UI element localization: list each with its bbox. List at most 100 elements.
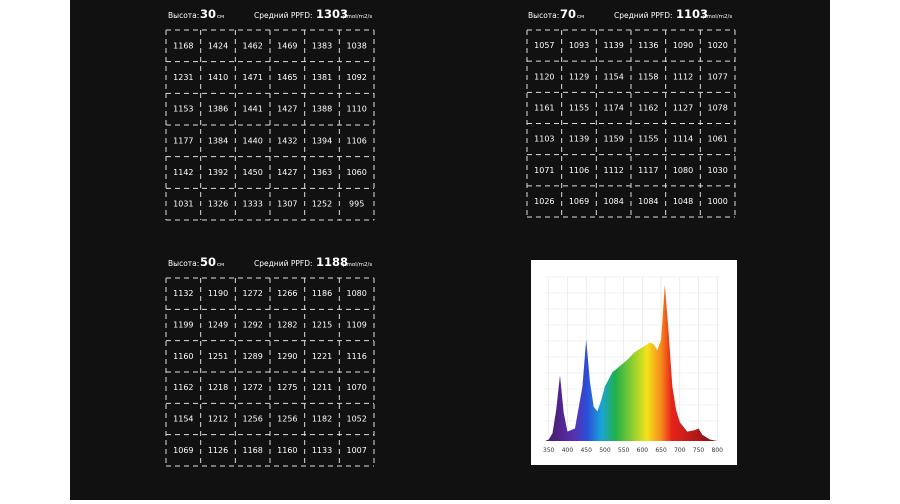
ppfd-grid: Высота:70см Средний PPFD: 1103μmol/m2/s105… — [526, 7, 736, 218]
cell-value: 1155 — [638, 135, 658, 144]
cell-value: 1383 — [312, 41, 332, 50]
cell-value: 1069 — [173, 446, 193, 455]
cell-value: 995 — [349, 200, 364, 209]
cell-value: 1127 — [673, 103, 693, 112]
cell-value: 1090 — [673, 41, 693, 50]
cell-value: 1424 — [208, 41, 228, 50]
cell-value: 1126 — [208, 446, 228, 455]
cell-value: 1071 — [534, 166, 554, 175]
cell-value: 1427 — [277, 105, 297, 114]
cell-value: 1106 — [346, 136, 366, 145]
cell-value: 1080 — [346, 289, 366, 298]
cell-value: 1450 — [242, 168, 262, 177]
cell-value: 1333 — [242, 200, 262, 209]
cell-value: 1116 — [346, 352, 366, 361]
cell-value: 1381 — [312, 73, 332, 82]
x-tick-label: 750 — [693, 447, 705, 454]
x-tick-label: 350 — [543, 447, 555, 454]
cell-value: 1162 — [638, 103, 658, 112]
cell-value: 1112 — [603, 166, 623, 175]
cell-value: 1057 — [534, 41, 554, 50]
x-tick-label: 650 — [655, 447, 667, 454]
cell-value: 1432 — [277, 136, 297, 145]
cell-value: 1159 — [603, 135, 623, 144]
grid-header: Высота:30см Средний PPFD: 1303μmol/m2/s — [168, 7, 372, 21]
cell-value: 1211 — [312, 383, 332, 392]
cell-value: 1030 — [707, 166, 727, 175]
cell-value: 1182 — [312, 415, 332, 424]
height: 70 — [560, 7, 576, 21]
cell-value: 1093 — [569, 41, 589, 50]
spectrum-area — [545, 284, 718, 441]
cell-value: 1109 — [346, 321, 366, 330]
cell-value: 1218 — [208, 383, 228, 392]
cell-value: 1092 — [346, 73, 366, 82]
cell-value: 1199 — [173, 321, 193, 330]
cell-value: 1069 — [569, 197, 589, 206]
cell-value: 1110 — [346, 105, 366, 114]
cell-value: 1007 — [346, 446, 366, 455]
x-tick-label: 500 — [599, 447, 611, 454]
height-unit: см — [217, 14, 224, 20]
cell-value: 1084 — [603, 197, 623, 206]
cell-value: 1386 — [208, 105, 228, 114]
grid-header: Высота:70см Средний PPFD: 1103μmol/m2/s — [528, 7, 732, 21]
cell-value: 1215 — [312, 321, 332, 330]
cell-value: 1190 — [208, 289, 228, 298]
cell-value: 1160 — [277, 446, 297, 455]
cell-value: 1000 — [707, 197, 727, 206]
cell-value: 1252 — [312, 200, 332, 209]
cell-value: 1080 — [673, 166, 693, 175]
cell-value: 1020 — [707, 41, 727, 50]
avg-label: Средний PPFD: — [614, 11, 673, 20]
cell-value: 1465 — [277, 73, 297, 82]
cell-value: 1168 — [173, 41, 193, 50]
height-unit: см — [217, 262, 224, 268]
cell-value: 1154 — [173, 415, 193, 424]
cell-value: 1290 — [277, 352, 297, 361]
cell-value: 1292 — [242, 321, 262, 330]
height: 30 — [200, 7, 216, 21]
cell-value: 1114 — [673, 135, 693, 144]
ppfd-grid: Высота:30см Средний PPFD: 1303μmol/m2/s 116… — [165, 7, 375, 221]
height-unit: см — [577, 14, 584, 20]
cell-value: 1103 — [534, 135, 554, 144]
cell-value: 1410 — [208, 73, 228, 82]
cell-value: 1129 — [569, 72, 589, 81]
avg: 1303 — [316, 7, 348, 21]
cell-value: 1084 — [638, 197, 658, 206]
avg-label: Средний PPFD: — [254, 11, 313, 20]
cell-value: 1133 — [312, 446, 332, 455]
avg: 1188 — [316, 255, 348, 269]
cell-value: 1363 — [312, 168, 332, 177]
x-tick-label: 700 — [674, 447, 686, 454]
cell-value: 1142 — [173, 168, 193, 177]
cell-value: 1162 — [173, 383, 193, 392]
height: 50 — [200, 255, 216, 269]
cell-value: 1048 — [673, 197, 693, 206]
cell-value: 1289 — [242, 352, 262, 361]
cell-value: 1106 — [569, 166, 589, 175]
cell-value: 1307 — [277, 200, 297, 209]
cell-value: 1078 — [707, 103, 727, 112]
cell-value: 1392 — [208, 168, 228, 177]
avg: 1103 — [676, 7, 708, 21]
cell-value: 1282 — [277, 321, 297, 330]
cell-value: 1249 — [208, 321, 228, 330]
avg-unit: μmol/m2/s — [703, 14, 732, 20]
x-tick-label: 600 — [637, 447, 649, 454]
cell-value: 1384 — [208, 136, 228, 145]
cell-value: 1462 — [242, 41, 262, 50]
cell-value: 1272 — [242, 383, 262, 392]
height-label: Высота: — [168, 259, 199, 268]
cell-value: 1427 — [277, 168, 297, 177]
spectrum-chart: 350 400 450 500 550 600 650 700 750 800 — [543, 277, 723, 454]
cell-value: 1186 — [312, 289, 332, 298]
cell-value: 1132 — [173, 289, 193, 298]
cell-value: 1112 — [673, 72, 693, 81]
cell-value: 1158 — [638, 72, 658, 81]
cell-value: 1070 — [346, 383, 366, 392]
cell-value: 1275 — [277, 383, 297, 392]
cell-value: 1256 — [277, 415, 297, 424]
cell-value: 1231 — [173, 73, 193, 82]
